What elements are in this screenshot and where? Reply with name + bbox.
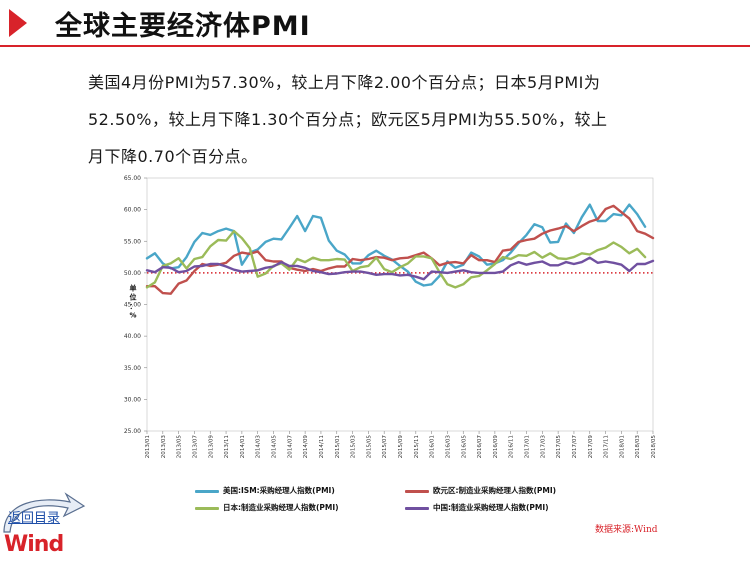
plot-frame: [146, 177, 654, 432]
description-line: 月下降0.70个百分点。: [88, 147, 258, 166]
title-bar: 全球主要经济体PMI: [0, 0, 750, 47]
legend-label: 欧元区:制造业采购经理人指数(PMI): [433, 486, 557, 495]
series-line-0: [145, 203, 647, 287]
back-arrow-icon: [3, 492, 86, 533]
x-tick-label: 2017/01: [525, 435, 531, 459]
series-line-1: [145, 204, 655, 295]
x-tick-label: 2016/03: [445, 435, 451, 459]
x-tick-label: 2015/03: [351, 435, 357, 459]
y-tick-label: 40.00: [124, 333, 141, 340]
x-tick-label: 2016/09: [493, 435, 499, 459]
x-tick-label: 2015/01: [335, 435, 341, 459]
description-line: 美国4月份PMI为57.30%，较上月下降2.00个百分点；日本5月PMI为: [88, 73, 601, 92]
y-tick-label: 35.00: [124, 365, 141, 372]
x-tick-label: 2013/11: [224, 435, 230, 459]
y-tick-label: 55.00: [124, 238, 141, 245]
x-tick-label: 2017/07: [572, 435, 578, 459]
x-tick-label: 2015/05: [366, 435, 372, 459]
title-arrow-icon: [9, 9, 27, 37]
x-tick-label: 2013/01: [145, 435, 151, 459]
description-line: 52.50%，较上月下降1.30个百分点；欧元区5月PMI为55.50%，较上: [88, 110, 608, 129]
data-source: 数据来源:Wind: [595, 525, 658, 535]
x-tick-label: 2017/09: [588, 435, 594, 459]
x-tick-label: 2015/09: [398, 435, 404, 459]
legend-swatch: [195, 506, 219, 510]
x-tick-label: 2013/03: [161, 435, 167, 459]
x-tick-label: 2016/11: [509, 435, 515, 459]
description: 美国4月份PMI为57.30%，较上月下降2.00个百分点；日本5月PMI为 5…: [88, 64, 668, 175]
legend-label: 美国:ISM:采购经理人指数(PMI): [223, 486, 335, 495]
legend-swatch: [195, 489, 219, 493]
x-tick-label: 2014/05: [272, 435, 278, 459]
x-tick-label: 2017/11: [604, 435, 610, 459]
y-tick-label: 45.00: [124, 302, 141, 309]
x-tick-label: 2014/03: [256, 435, 262, 459]
title-divider: [0, 45, 750, 47]
back-to-contents-link[interactable]: 返回目录: [8, 511, 61, 526]
legend-label: 日本:制造业采购经理人指数(PMI): [223, 503, 339, 512]
x-tick-label: 2013/09: [208, 435, 214, 459]
x-tick-label: 2018/03: [635, 435, 641, 459]
x-tick-label: 2014/11: [319, 435, 325, 459]
y-tick-label: 60.00: [124, 207, 141, 214]
legend-item: 欧元区:制造业采购经理人指数(PMI): [405, 485, 556, 496]
y-tick-label: 65.00: [124, 175, 141, 182]
x-tick-label: 2014/07: [287, 435, 293, 459]
series-line-2: [145, 229, 647, 289]
page-title: 全球主要经济体PMI: [55, 11, 311, 42]
x-tick-label: 2013/05: [177, 435, 183, 459]
legend-swatch: [405, 506, 429, 510]
legend-item: 中国:制造业采购经理人指数(PMI): [405, 502, 549, 513]
legend-label: 中国:制造业采购经理人指数(PMI): [433, 503, 549, 512]
legend-item: 日本:制造业采购经理人指数(PMI): [195, 502, 339, 513]
x-tick-label: 2016/05: [461, 435, 467, 459]
series-line-3: [145, 256, 655, 281]
wind-logo: Wind: [4, 532, 64, 557]
x-tick-label: 2018/01: [619, 435, 625, 459]
x-tick-label: 2015/07: [382, 435, 388, 459]
x-tick-label: 2014/09: [303, 435, 309, 459]
y-axis-label: 单位：%: [129, 284, 136, 320]
x-tick-label: 2017/03: [540, 435, 546, 459]
y-tick-label: 25.00: [124, 428, 141, 435]
x-tick-label: 2016/07: [477, 435, 483, 459]
x-tick-label: 2014/01: [240, 435, 246, 459]
x-tick-label: 2017/05: [556, 435, 562, 459]
x-tick-label: 2015/11: [414, 435, 420, 459]
y-tick-label: 30.00: [124, 396, 141, 403]
legend-swatch: [405, 489, 429, 493]
x-tick-label: 2013/07: [192, 435, 198, 459]
y-tick-label: 50.00: [124, 270, 141, 277]
x-tick-label: 2016/01: [430, 435, 436, 459]
legend-item: 美国:ISM:采购经理人指数(PMI): [195, 485, 335, 496]
x-tick-label: 2018/05: [651, 435, 657, 459]
